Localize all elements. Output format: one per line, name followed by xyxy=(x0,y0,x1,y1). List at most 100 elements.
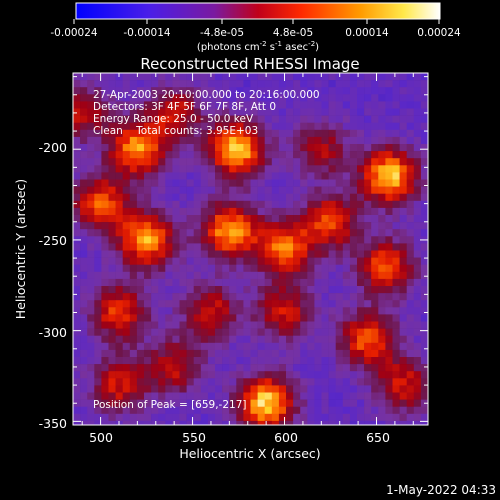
heatmap-cell xyxy=(186,193,194,202)
heatmap-cell xyxy=(264,307,273,315)
heatmap-cell xyxy=(371,151,379,159)
heatmap-cell xyxy=(193,271,202,280)
heatmap-cell xyxy=(357,122,365,131)
heatmap-cell xyxy=(342,108,351,116)
heatmap-cell xyxy=(357,215,365,223)
heatmap-cell xyxy=(108,264,116,273)
heatmap-cell xyxy=(193,243,202,251)
heatmap-cell xyxy=(271,122,280,131)
heatmap-cell xyxy=(94,122,102,131)
heatmap-cell xyxy=(293,250,301,258)
heatmap-cell xyxy=(257,314,265,322)
heatmap-cell xyxy=(342,151,351,159)
heatmap-cell xyxy=(207,144,216,152)
heatmap-cell xyxy=(73,172,81,180)
heatmap-cell xyxy=(371,321,379,329)
heatmap-cell xyxy=(222,271,230,280)
heatmap-cell xyxy=(158,392,166,400)
heatmap-cell xyxy=(413,151,422,159)
heatmap-cell xyxy=(108,101,116,109)
heatmap-cell xyxy=(250,215,258,223)
heatmap-cell xyxy=(193,136,202,145)
heatmap-cell xyxy=(364,207,372,216)
heatmap-cell xyxy=(73,186,81,194)
heatmap-cell xyxy=(172,73,180,81)
heatmap-cell xyxy=(172,144,180,152)
heatmap-cell xyxy=(321,371,329,379)
heatmap-cell xyxy=(115,151,123,159)
heatmap-cell xyxy=(151,413,159,422)
heatmap-cell xyxy=(357,420,365,425)
heatmap-cell xyxy=(193,73,202,81)
heatmap-cell xyxy=(250,200,258,209)
heatmap-cell xyxy=(314,165,322,173)
heatmap-cell xyxy=(371,357,379,365)
heatmap-cell xyxy=(378,257,386,265)
heatmap-cell xyxy=(179,108,187,116)
heatmap-cell xyxy=(222,144,230,152)
heatmap-cell xyxy=(222,243,230,251)
heatmap-cell xyxy=(321,392,329,400)
heatmap-cell xyxy=(349,264,358,273)
heatmap-cell xyxy=(144,94,152,102)
heatmap-cell xyxy=(314,335,322,344)
heatmap-cell xyxy=(101,378,109,386)
heatmap-cell xyxy=(335,101,344,109)
heatmap-cell xyxy=(399,172,407,180)
heatmap-cell xyxy=(357,200,365,209)
heatmap-cell xyxy=(136,307,145,315)
heatmap-cell xyxy=(151,342,159,351)
heatmap-cell xyxy=(136,300,145,308)
heatmap-cell xyxy=(307,357,315,365)
heatmap-cell xyxy=(385,215,393,223)
heatmap-cell xyxy=(122,357,131,365)
heatmap-cell xyxy=(215,129,223,138)
heatmap-cell xyxy=(264,236,273,244)
heatmap-cell xyxy=(229,193,237,202)
heatmap-cell xyxy=(364,158,372,166)
heatmap-cell xyxy=(307,378,315,386)
heatmap-cell xyxy=(207,364,216,372)
heatmap-cell xyxy=(236,151,244,159)
heatmap-cell xyxy=(200,300,209,308)
heatmap-cell xyxy=(94,399,102,407)
heatmap-cell xyxy=(413,122,422,131)
heatmap-cell xyxy=(257,222,265,230)
heatmap-cell xyxy=(335,158,344,166)
heatmap-cell xyxy=(378,321,386,329)
heatmap-cell xyxy=(243,207,251,216)
heatmap-cell xyxy=(108,371,116,379)
heatmap-cell xyxy=(271,236,280,244)
heatmap-cell xyxy=(158,286,166,294)
heatmap-cell xyxy=(399,293,407,301)
heatmap-cell xyxy=(264,193,273,202)
heatmap-cell xyxy=(87,300,95,308)
heatmap-cell xyxy=(307,200,315,209)
heatmap-cell xyxy=(200,207,209,216)
heatmap-cell xyxy=(278,122,287,131)
heatmap-cell xyxy=(129,165,138,173)
heatmap-cell xyxy=(222,115,230,123)
heatmap-cell xyxy=(186,215,194,223)
heatmap-cell xyxy=(172,193,180,202)
heatmap-cell xyxy=(243,335,251,344)
heatmap-cell xyxy=(207,108,216,116)
heatmap-cell xyxy=(129,94,138,102)
heatmap-cell xyxy=(115,307,123,315)
heatmap-cell xyxy=(300,215,308,223)
heatmap-cell xyxy=(364,406,372,415)
heatmap-cell xyxy=(122,222,131,230)
heatmap-cell xyxy=(80,80,88,88)
heatmap-cell xyxy=(87,243,95,251)
heatmap-cell xyxy=(193,158,202,166)
heatmap-cell xyxy=(158,73,166,81)
heatmap-cell xyxy=(200,87,209,95)
heatmap-cell xyxy=(229,349,237,358)
heatmap-cell xyxy=(335,399,344,407)
heatmap-cell xyxy=(342,307,351,315)
heatmap-cell xyxy=(172,286,180,294)
heatmap-cell xyxy=(342,87,351,95)
heatmap-cell xyxy=(385,257,393,265)
heatmap-cell xyxy=(257,151,265,159)
heatmap-cell xyxy=(406,215,415,223)
